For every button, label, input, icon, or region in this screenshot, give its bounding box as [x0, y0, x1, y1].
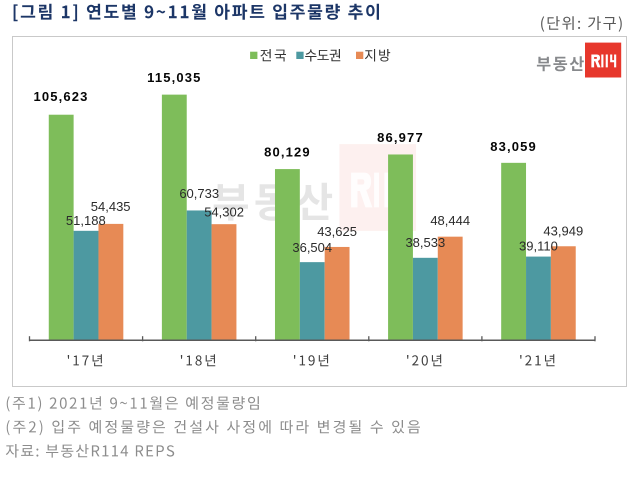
- svg-text:86,977: 86,977: [377, 130, 424, 145]
- svg-text:54,435: 54,435: [91, 199, 131, 214]
- svg-text:54,302: 54,302: [204, 204, 244, 219]
- svg-text:80,129: 80,129: [264, 144, 311, 159]
- svg-text:43,625: 43,625: [317, 224, 357, 239]
- svg-text:83,059: 83,059: [490, 139, 537, 154]
- svg-text:43,949: 43,949: [543, 224, 583, 239]
- svg-text:60,733: 60,733: [179, 186, 219, 201]
- svg-text:39,110: 39,110: [519, 238, 558, 253]
- svg-text:105,623: 105,623: [33, 89, 88, 104]
- svg-text:51,188: 51,188: [66, 213, 106, 228]
- svg-text:48,444: 48,444: [430, 213, 470, 228]
- svg-text:38,533: 38,533: [405, 235, 445, 250]
- svg-text:36,504: 36,504: [292, 240, 332, 255]
- svg-text:115,035: 115,035: [147, 70, 201, 85]
